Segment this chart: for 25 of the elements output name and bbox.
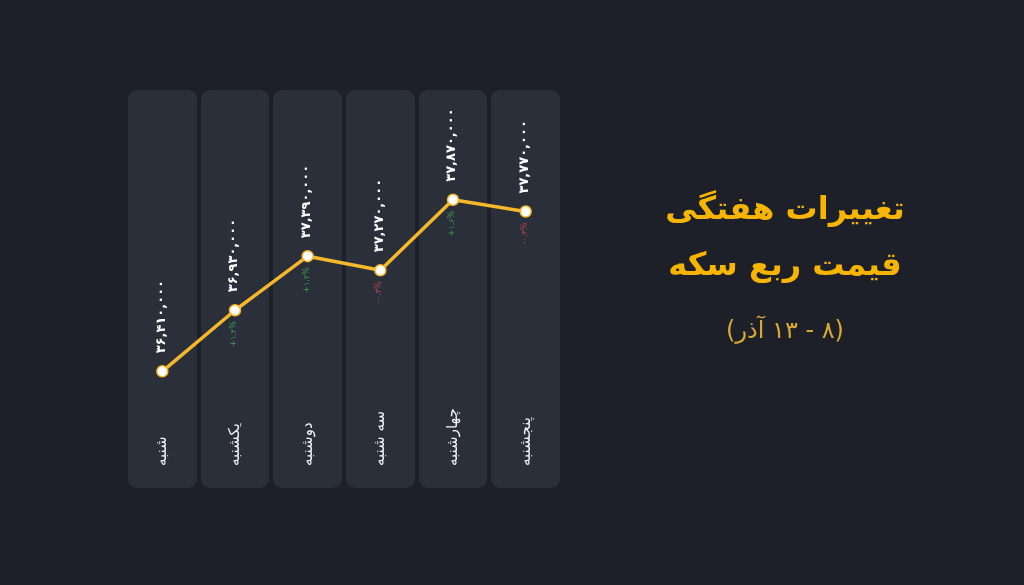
point — [446, 193, 460, 207]
x-tick-label: پنجشنبه — [515, 417, 535, 466]
data-label: ۳۶,۹۳۰,۰۰۰ — [225, 218, 241, 293]
annotation: -۰.۳% — [374, 280, 384, 303]
x-tick-label: سه شنبه — [370, 410, 389, 466]
point — [156, 365, 169, 378]
data-label: ۳۷,۳۹۰,۰۰۰ — [298, 164, 314, 239]
annotation: +۱.۲% — [301, 266, 311, 293]
text: (۸ - ۱۳ آذر) — [725, 314, 845, 346]
x-tick-label: یکشنبه — [224, 423, 243, 466]
point — [301, 249, 314, 263]
data-label: ۳۷,۲۷۰,۰۰۰ — [370, 178, 386, 253]
x-tick-label: چهارشنبه — [442, 408, 461, 466]
data-label: ۳۷,۷۷۰,۰۰۰ — [516, 120, 532, 194]
x-tick-label: دوشنبه — [297, 422, 316, 466]
x-tick-label: شنبه — [152, 436, 171, 466]
data-label: ۳۶,۴۱۰,۰۰۰ — [152, 279, 168, 354]
text: تغییرات هفتگی قیمت ربع سکه — [664, 188, 906, 285]
point — [228, 303, 242, 317]
annotation: -۰.۳% — [519, 222, 529, 245]
point — [374, 264, 387, 277]
point — [519, 205, 532, 218]
data-label: ۳۷,۸۷۰,۰۰۰ — [443, 108, 459, 182]
annotation: +۱.۶% — [447, 210, 457, 237]
annotation: +۱.۴% — [229, 320, 239, 347]
